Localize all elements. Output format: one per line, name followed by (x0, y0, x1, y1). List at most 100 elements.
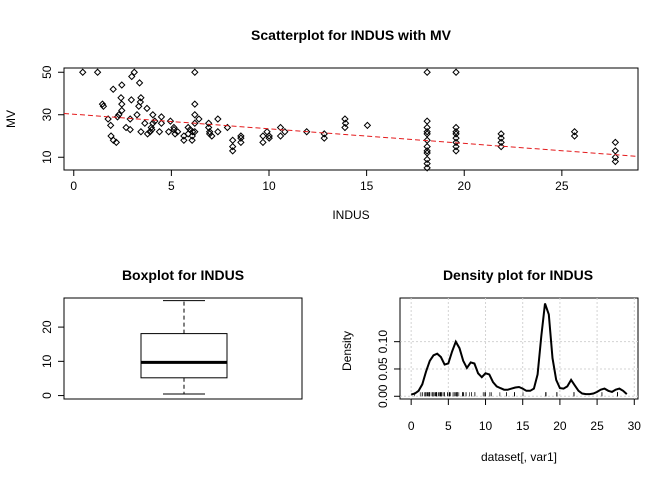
scatter-point (611, 153, 620, 161)
scatter-point (191, 100, 199, 108)
scatter-point (452, 138, 460, 147)
scatter-point (117, 94, 125, 102)
density-panel: Density plot for INDUS 0 5 10 15 20 25 30 0.00… (340, 267, 641, 464)
scatter-panel: Scatterplot for INDUS with MV INDUS MV 0… (4, 27, 639, 222)
scatter-point (143, 104, 151, 113)
scatter-point (115, 111, 123, 119)
scatter-point (423, 159, 431, 168)
scatter-point (237, 132, 245, 140)
scatter-point (191, 128, 199, 136)
scatter-point (302, 128, 311, 136)
scatter-x-tick-label: 0 (70, 179, 77, 193)
scatter-point (98, 100, 107, 108)
scatter-point (118, 81, 126, 89)
scatter-point (452, 147, 460, 155)
scatter-point (452, 128, 460, 136)
scatter-point (423, 164, 431, 172)
scatter-point (259, 138, 267, 147)
scatter-point (141, 119, 149, 127)
scatter-x-tick-label: 5 (168, 179, 175, 193)
scatter-y-tick-label: 10 (40, 150, 54, 164)
scatter-point (497, 134, 505, 142)
scatter-point (237, 134, 245, 142)
scatter-point (173, 128, 182, 136)
scatter-point (570, 128, 579, 136)
boxplot-y-tick-label: 0 (40, 392, 54, 399)
scatter-point (208, 132, 216, 140)
scatter-point (137, 128, 145, 136)
scatter-point (127, 96, 136, 104)
scatter-point (99, 102, 108, 110)
scatter-point (452, 123, 460, 132)
scatter-point (148, 125, 156, 134)
scatter-point (452, 68, 460, 76)
scatter-point (265, 132, 273, 140)
scatter-point (109, 85, 117, 93)
scatter-point (106, 121, 115, 130)
scatter-point (113, 113, 122, 121)
scatter-point (191, 119, 199, 127)
density-xlabel: dataset[, var1] (481, 450, 557, 464)
scatter-point (423, 123, 431, 132)
density-x-tick-label: 5 (445, 419, 452, 433)
scatter-point (263, 128, 271, 136)
scatter-point (452, 134, 460, 142)
boxplot-box (140, 333, 228, 379)
scatter-x-tick-label: 25 (555, 179, 569, 193)
density-x-tick-label: 20 (553, 419, 567, 433)
scatter-title: Scatterplot for INDUS with MV (251, 27, 452, 43)
scatter-point (151, 117, 159, 125)
scatter-point (126, 125, 134, 134)
scatter-point (104, 115, 112, 123)
density-x-tick-label: 30 (628, 419, 642, 433)
scatter-point (228, 147, 237, 155)
scatter-point (423, 128, 431, 136)
density-y-tick-label: 0.05 (376, 357, 390, 381)
scatter-point (228, 142, 237, 151)
scatter-point (191, 68, 199, 76)
density-ylabel: Density (340, 331, 354, 371)
density-x-tick-label: 10 (479, 419, 493, 433)
boxplot-panel: Boxplot for INDUS 0 10 20 (40, 267, 303, 400)
scatter-point (171, 130, 179, 138)
density-title: Density plot for INDUS (443, 267, 593, 283)
scatter-point (341, 123, 349, 132)
scatter-point (188, 128, 197, 136)
scatter-point (611, 138, 620, 147)
scatter-point (146, 128, 154, 136)
scatter-point (237, 138, 245, 147)
scatter-point (611, 157, 620, 166)
scatter-point (341, 119, 350, 127)
scatter-point (170, 123, 178, 132)
scatter-point (214, 115, 222, 123)
scatter-point (228, 136, 237, 144)
scatter-point (611, 147, 620, 155)
scatter-point (259, 132, 267, 140)
scatter-point (133, 111, 141, 119)
scatter-point (423, 142, 431, 151)
scatter-point (135, 79, 144, 87)
scatter-point (130, 68, 138, 76)
scatter-point (570, 132, 579, 140)
scatter-point (423, 149, 431, 157)
scatter-point (112, 138, 121, 147)
scatter-xlabel: INDUS (332, 208, 369, 222)
scatter-point (452, 142, 460, 151)
scatter-point (320, 130, 328, 138)
scatter-x-tick-label: 10 (262, 179, 276, 193)
scatter-point (135, 102, 143, 110)
scatter-point (423, 117, 431, 125)
scatter-point (320, 134, 328, 142)
scatter-point (276, 132, 285, 140)
scatter-y-tick-label: 50 (40, 65, 54, 79)
density-x-tick-label: 15 (516, 419, 530, 433)
density-curve (410, 303, 628, 396)
scatter-point (157, 119, 166, 127)
scatter-point (149, 119, 157, 127)
scatter-point (184, 123, 192, 132)
scatter-point (214, 128, 222, 136)
scatter-point (423, 155, 431, 164)
scatter-point (118, 106, 126, 115)
scatter-point (157, 113, 166, 121)
boxplot-y-tick-label: 20 (40, 320, 54, 334)
